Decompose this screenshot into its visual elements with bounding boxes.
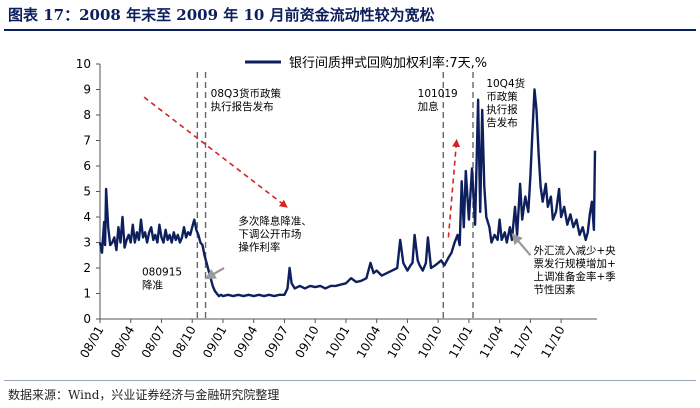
annotation-label: 外汇流入减少+央票发行规模增加+上调准备金率+季节性因素: [533, 244, 616, 296]
source-divider: [4, 380, 696, 381]
y-tick-label: 5: [83, 185, 91, 199]
y-tick-label: 3: [83, 236, 91, 250]
pointer-arrow-grey: [511, 233, 532, 256]
y-tick-label: 6: [83, 159, 91, 173]
x-tick-label: 10/04: [354, 324, 383, 361]
x-tick-label: 08/04: [108, 324, 137, 361]
y-tick-label: 10: [76, 57, 91, 71]
series-line-repo-rate: [98, 88, 597, 298]
x-tick-label: 09/01: [200, 324, 229, 361]
annotation-label: 080915 降准: [142, 267, 182, 292]
pointer-arrow-grey: [204, 267, 225, 280]
y-tick-label: 2: [83, 261, 91, 275]
x-tick-label: 09/10: [292, 324, 321, 361]
x-tick-label: 08/10: [169, 324, 198, 361]
title-divider: [4, 29, 696, 31]
x-tick-label: 10/07: [385, 324, 414, 361]
y-tick-label: 9: [83, 83, 91, 97]
annotation-label: 多次降息降准、下调公开市场操作利率: [238, 215, 312, 254]
figure-title: 图表 17：2008 年末至 2009 年 10 月前资金流动性较为宽松: [8, 6, 435, 24]
y-tick-label: 7: [83, 134, 91, 148]
trend-arrow-red: [447, 138, 461, 238]
x-tick-label: 11/01: [446, 324, 475, 361]
x-tick-label: 08/01: [77, 324, 106, 361]
annotation-label: 08Q3货币政策执行报告发布: [211, 87, 282, 113]
y-tick-label: 4: [83, 210, 91, 224]
y-tick-label: 1: [83, 287, 91, 301]
legend-label: 银行间质押式回购加权利率:7天,%: [289, 55, 487, 71]
data-source: 数据来源：Wind，兴业证券经济与金融研究院整理: [8, 388, 280, 402]
x-tick-label: 10/01: [323, 324, 352, 361]
x-tick-label: 11/10: [538, 324, 567, 361]
trend-arrow-red: [143, 96, 288, 208]
x-tick-label: 11/04: [477, 324, 506, 361]
x-tick-label: 11/07: [508, 324, 537, 361]
y-tick-label: 0: [83, 312, 91, 326]
x-tick-label: 09/07: [262, 324, 291, 361]
x-tick-label: 10/10: [415, 324, 444, 361]
x-tick-label: 08/07: [139, 324, 168, 361]
annotation-label: 101019 加息: [418, 88, 458, 113]
x-tick-label: 09/04: [231, 324, 260, 361]
y-tick-label: 8: [83, 108, 91, 122]
annotation-label: 10Q4货币政策执行报告发布: [486, 77, 525, 129]
